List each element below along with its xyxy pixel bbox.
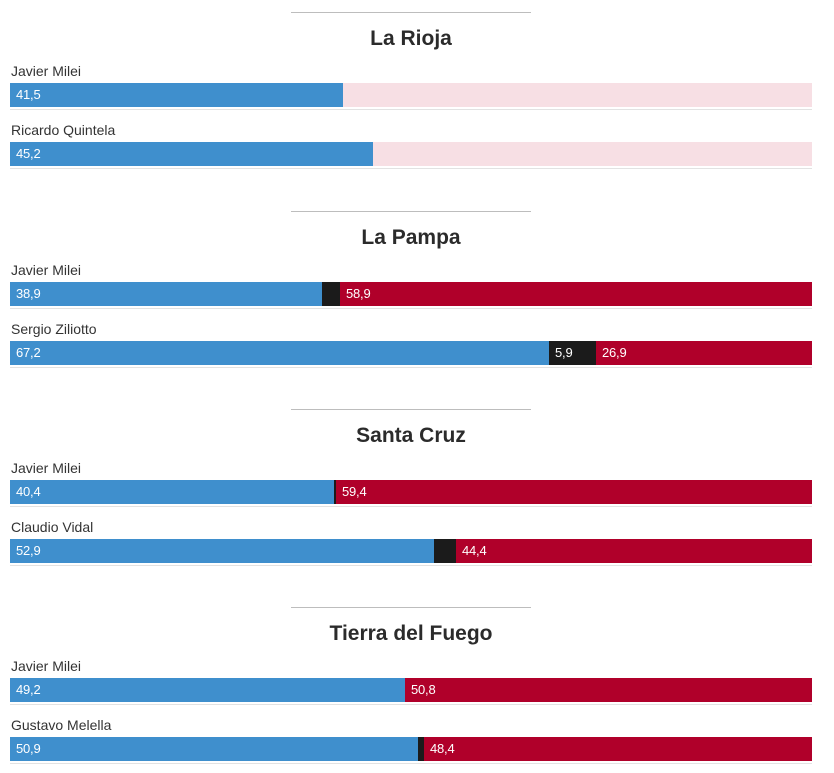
data-label: 26,9 xyxy=(602,345,627,360)
bar-segment-favor xyxy=(10,341,549,365)
row-label: Javier Milei xyxy=(11,460,82,476)
chart-section: La Pampa Javier Milei 38,9 58,9 Sergio Zilio… xyxy=(0,211,834,371)
row-divider xyxy=(10,763,812,764)
data-label: 40,4 xyxy=(16,484,41,499)
bar-segment-contra xyxy=(405,678,812,702)
data-label: 59,4 xyxy=(342,484,367,499)
section-title: Santa Cruz xyxy=(356,424,466,447)
row-label: Claudio Vidal xyxy=(11,519,94,535)
bar-segment-neutral xyxy=(334,480,336,504)
data-label: 38,9 xyxy=(16,286,41,301)
section-divider xyxy=(291,607,531,608)
data-label: 50,9 xyxy=(16,741,41,756)
bar-track: 40,4 59,4 xyxy=(10,480,812,504)
bar-track: 41,5 xyxy=(10,83,812,107)
bar-segment-contra xyxy=(336,480,812,504)
row-label: Ricardo Quintela xyxy=(11,122,116,138)
row-divider xyxy=(10,168,812,169)
row-divider xyxy=(10,367,812,368)
section-divider xyxy=(291,211,531,212)
chart-section: Santa Cruz Javier Milei 40,4 59,4 Claudio Vi… xyxy=(0,409,834,569)
row-label: Javier Milei xyxy=(11,262,82,278)
data-label: 50,8 xyxy=(411,682,436,697)
row-divider xyxy=(10,109,812,110)
bar-segment-contra xyxy=(596,341,812,365)
bar-segment-favor xyxy=(10,142,373,166)
data-label: 48,4 xyxy=(430,741,455,756)
data-label: 5,9 xyxy=(555,345,573,360)
bar-segment-contra xyxy=(456,539,812,563)
section-divider xyxy=(291,409,531,410)
data-label: 44,4 xyxy=(462,543,487,558)
row-divider xyxy=(10,704,812,705)
section-title: Tierra del Fuego xyxy=(329,622,493,645)
data-label: 45,2 xyxy=(16,146,41,161)
data-label: 58,9 xyxy=(346,286,371,301)
bar-segment-favor xyxy=(10,83,343,107)
bar-segment-contra xyxy=(424,737,812,761)
bar-track: 45,2 xyxy=(10,142,812,166)
bar-segment-contra xyxy=(340,282,812,306)
bar-segment-favor xyxy=(10,539,434,563)
bar-segment-neutral xyxy=(434,539,456,563)
data-label: 67,2 xyxy=(16,345,41,360)
bar-segment-empty xyxy=(373,142,812,166)
row-label: Javier Milei xyxy=(11,658,82,674)
row-divider xyxy=(10,308,812,309)
row-label: Sergio Ziliotto xyxy=(11,321,97,337)
data-label: 49,2 xyxy=(16,682,41,697)
bar-track: 49,2 50,8 xyxy=(10,678,812,702)
bar-track: 50,9 48,4 xyxy=(10,737,812,761)
bar-track: 38,9 58,9 xyxy=(10,282,812,306)
bar-segment-neutral xyxy=(418,737,424,761)
section-title: La Rioja xyxy=(370,27,452,50)
row-divider xyxy=(10,506,812,507)
chart-section: La Rioja Javier Milei 41,5 Ricardo Quintela… xyxy=(0,12,834,172)
bar-segment-favor xyxy=(10,737,418,761)
row-divider xyxy=(10,565,812,566)
row-label: Gustavo Melella xyxy=(11,717,112,733)
bar-segment-empty xyxy=(343,83,812,107)
bar-segment-favor xyxy=(10,282,322,306)
bar-track: 67,2 5,9 26,9 xyxy=(10,341,812,365)
data-label: 52,9 xyxy=(16,543,41,558)
bar-segment-neutral xyxy=(549,341,596,365)
section-divider xyxy=(291,12,531,13)
bar-track: 52,9 44,4 xyxy=(10,539,812,563)
section-title: La Pampa xyxy=(361,226,461,249)
data-label: 41,5 xyxy=(16,87,41,102)
chart-section: Tierra del Fuego Javier Milei 49,2 50,8 Gust… xyxy=(0,607,834,767)
bar-segment-favor xyxy=(10,678,405,702)
bar-segment-neutral xyxy=(322,282,340,306)
bar-segment-favor xyxy=(10,480,334,504)
row-label: Javier Milei xyxy=(11,63,82,79)
